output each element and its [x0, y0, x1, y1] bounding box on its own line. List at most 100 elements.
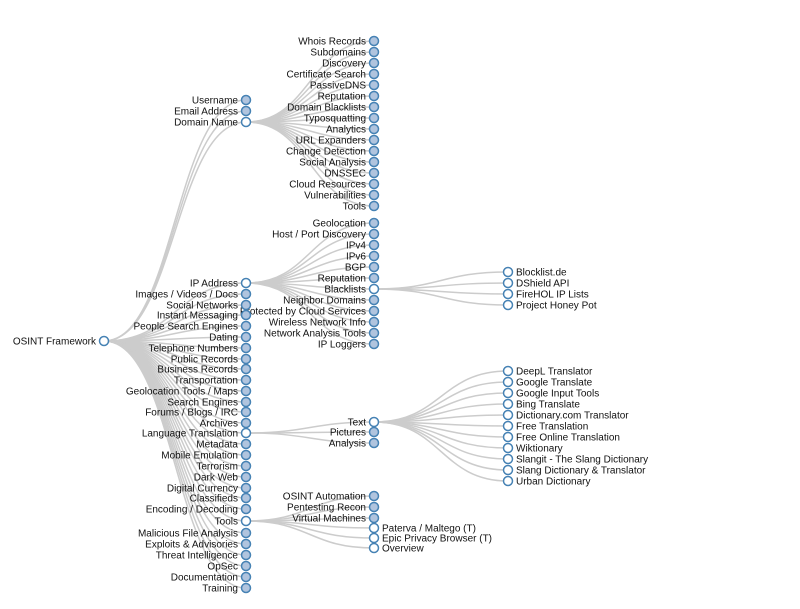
node-label-virtual-machines[interactable]: Virtual Machines — [292, 514, 366, 525]
node-label-username[interactable]: Username — [192, 96, 239, 107]
node-circle-dnssec[interactable] — [368, 167, 380, 179]
node-circle-domain-name[interactable] — [240, 116, 252, 128]
node-label-social-networks[interactable]: Social Networks — [166, 301, 238, 312]
node-circle-people-search-engines[interactable] — [240, 320, 252, 332]
node-label-language-translation[interactable]: Language Translation — [142, 429, 238, 440]
node-label-public-records[interactable]: Public Records — [171, 355, 238, 366]
node-label-domain-name[interactable]: Domain Name — [174, 118, 238, 129]
node-circle-osint-framework[interactable] — [98, 335, 110, 347]
node-circle-passivedns[interactable] — [368, 79, 380, 91]
node-label-geolocation[interactable]: Geolocation — [313, 219, 366, 230]
node-label-digital-currency[interactable]: Digital Currency — [167, 484, 238, 495]
node-circle-google-translate[interactable] — [502, 376, 514, 388]
node-circle-vulnerabilities[interactable] — [368, 189, 380, 201]
node-label-terrorism[interactable]: Terrorism — [196, 462, 238, 473]
node-label-ipv6[interactable]: IPv6 — [346, 252, 366, 263]
node-label-blocklist-de[interactable]: Blocklist.de — [516, 268, 567, 279]
node-label-whois-records[interactable]: Whois Records — [298, 37, 366, 48]
node-circle-domain-blacklists[interactable] — [368, 101, 380, 113]
node-label-slang-dictionary-translator[interactable]: Slang Dictionary & Translator — [516, 466, 646, 477]
node-circle-certificate-search[interactable] — [368, 68, 380, 80]
node-circle-username[interactable] — [240, 94, 252, 106]
node-circle-discovery[interactable] — [368, 57, 380, 69]
node-label-slangit-the-slang-dictionary[interactable]: Slangit - The Slang Dictionary — [516, 455, 648, 466]
node-label-dating[interactable]: Dating — [209, 333, 238, 344]
node-label-project-honey-pot[interactable]: Project Honey Pot — [516, 301, 597, 312]
node-label-pentesting-recon[interactable]: Pentesting Recon — [287, 503, 366, 514]
node-label-people-search-engines[interactable]: People Search Engines — [133, 322, 238, 333]
node-label-transportation[interactable]: Transportation — [174, 376, 238, 387]
node-label-encoding-decoding[interactable]: Encoding / Decoding — [146, 505, 238, 516]
node-circle-paterva-maltego-t[interactable] — [368, 522, 380, 534]
node-label-archives[interactable]: Archives — [200, 419, 238, 430]
node-circle-host-port-discovery[interactable] — [368, 228, 380, 240]
node-label-wiktionary[interactable]: Wiktionary — [516, 444, 563, 455]
node-circle-blacklists[interactable] — [368, 283, 380, 295]
node-circle-terrorism[interactable] — [240, 460, 252, 472]
node-circle-virtual-machines[interactable] — [368, 512, 380, 524]
node-label-malicious-file-analysis[interactable]: Malicious File Analysis — [138, 529, 238, 540]
node-circle-subdomains[interactable] — [368, 46, 380, 58]
node-label-documentation[interactable]: Documentation — [171, 573, 238, 584]
node-circle-bing-translate[interactable] — [502, 398, 514, 410]
node-circle-dshield-api[interactable] — [502, 277, 514, 289]
node-circle-social-analysis[interactable] — [368, 156, 380, 168]
node-label-mobile-emulation[interactable]: Mobile Emulation — [161, 451, 238, 462]
node-label-subdomains[interactable]: Subdomains — [310, 48, 366, 59]
node-label-free-translation[interactable]: Free Translation — [516, 422, 588, 433]
node-label-reputation[interactable]: Reputation — [318, 274, 366, 285]
node-label-osint-automation[interactable]: OSINT Automation — [283, 492, 366, 503]
node-circle-digital-currency[interactable] — [240, 482, 252, 494]
node-label-wireless-network-info[interactable]: Wireless Network Info — [269, 318, 367, 329]
node-label-telephone-numbers[interactable]: Telephone Numbers — [149, 344, 239, 355]
node-circle-archives[interactable] — [240, 417, 252, 429]
node-circle-reputation[interactable] — [368, 272, 380, 284]
node-label-vulnerabilities[interactable]: Vulnerabilities — [304, 191, 366, 202]
node-circle-free-online-translation[interactable] — [502, 431, 514, 443]
node-label-bgp[interactable]: BGP — [345, 263, 366, 274]
node-circle-analysis[interactable] — [368, 437, 380, 449]
node-label-analysis[interactable]: Analysis — [329, 439, 366, 450]
node-circle-whois-records[interactable] — [368, 35, 380, 47]
node-label-training[interactable]: Training — [202, 584, 238, 595]
node-label-opsec[interactable]: OpSec — [207, 562, 238, 573]
node-label-blacklists[interactable]: Blacklists — [324, 285, 366, 296]
node-label-google-input-tools[interactable]: Google Input Tools — [516, 389, 599, 400]
node-circle-wireless-network-info[interactable] — [368, 316, 380, 328]
node-circle-encoding-decoding[interactable] — [240, 503, 252, 515]
node-label-metadata[interactable]: Metadata — [196, 440, 238, 451]
node-label-cloud-resources[interactable]: Cloud Resources — [289, 180, 366, 191]
node-circle-slangit-the-slang-dictionary[interactable] — [502, 453, 514, 465]
node-circle-reputation[interactable] — [368, 90, 380, 102]
node-circle-urban-dictionary[interactable] — [502, 475, 514, 487]
node-label-analytics[interactable]: Analytics — [326, 125, 366, 136]
node-label-dark-web[interactable]: Dark Web — [194, 473, 239, 484]
node-circle-telephone-numbers[interactable] — [240, 342, 252, 354]
node-circle-email-address[interactable] — [240, 105, 252, 117]
node-circle-transportation[interactable] — [240, 374, 252, 386]
node-label-domain-blacklists[interactable]: Domain Blacklists — [287, 103, 366, 114]
node-label-url-expanders[interactable]: URL Expanders — [296, 136, 366, 147]
node-label-search-engines[interactable]: Search Engines — [167, 398, 238, 409]
node-circle-blocklist-de[interactable] — [502, 266, 514, 278]
node-circle-protected-by-cloud-services[interactable] — [368, 305, 380, 317]
node-circle-tools[interactable] — [240, 515, 252, 527]
node-label-business-records[interactable]: Business Records — [157, 365, 238, 376]
node-label-network-analysis-tools[interactable]: Network Analysis Tools — [264, 329, 366, 340]
node-circle-opsec[interactable] — [240, 560, 252, 572]
node-circle-url-expanders[interactable] — [368, 134, 380, 146]
node-label-free-online-translation[interactable]: Free Online Translation — [516, 433, 620, 444]
node-circle-change-detection[interactable] — [368, 145, 380, 157]
node-label-tools[interactable]: Tools — [343, 202, 366, 213]
node-circle-analytics[interactable] — [368, 123, 380, 135]
node-label-change-detection[interactable]: Change Detection — [286, 147, 366, 158]
node-circle-neighbor-domains[interactable] — [368, 294, 380, 306]
node-label-threat-intelligence[interactable]: Threat Intelligence — [156, 551, 239, 562]
node-circle-geolocation[interactable] — [368, 217, 380, 229]
node-circle-business-records[interactable] — [240, 363, 252, 375]
node-circle-dating[interactable] — [240, 331, 252, 343]
node-label-pictures[interactable]: Pictures — [330, 428, 366, 439]
node-label-discovery[interactable]: Discovery — [322, 59, 366, 70]
node-circle-project-honey-pot[interactable] — [502, 299, 514, 311]
node-circle-search-engines[interactable] — [240, 396, 252, 408]
